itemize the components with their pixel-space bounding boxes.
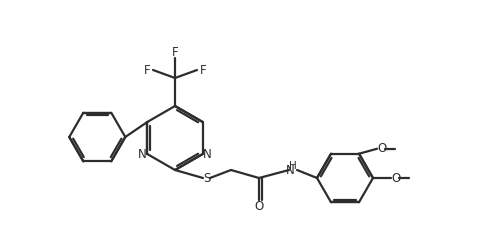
Text: N: N [138, 148, 147, 160]
Text: O: O [254, 199, 264, 212]
Text: F: F [172, 46, 178, 59]
Text: O: O [378, 142, 386, 155]
Text: F: F [144, 63, 150, 76]
Text: S: S [203, 172, 211, 185]
Text: N: N [286, 164, 295, 177]
Text: O: O [391, 172, 401, 185]
Text: F: F [200, 63, 206, 76]
Text: N: N [203, 148, 212, 160]
Text: H: H [289, 161, 297, 171]
